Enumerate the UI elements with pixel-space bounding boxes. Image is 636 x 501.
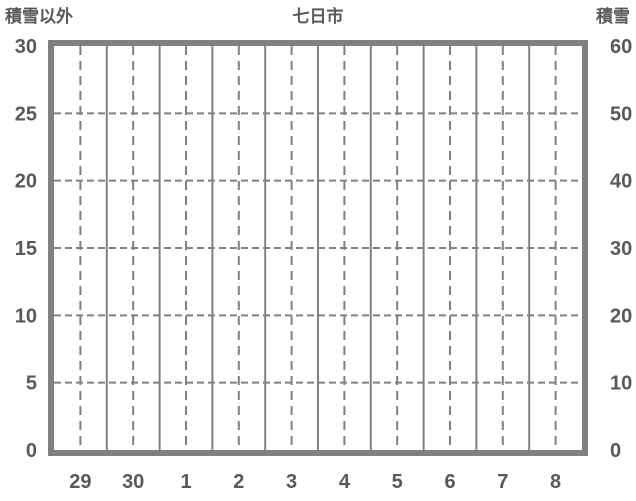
x-axis-tick-label: 1 (180, 471, 191, 493)
x-axis-tick-label: 6 (444, 471, 455, 493)
right-axis-tick-label: 20 (610, 305, 632, 327)
chart-title: 七日市 (293, 6, 344, 26)
left-axis-tick-label: 15 (15, 238, 37, 260)
x-axis-tick-label: 30 (122, 471, 144, 493)
left-axis-tick-label: 25 (15, 103, 37, 125)
right-axis-tick-label: 40 (610, 171, 632, 193)
x-axis-tick-label: 8 (550, 471, 561, 493)
left-axis-tick-label: 20 (15, 171, 37, 193)
right-axis-tick-label: 10 (610, 373, 632, 395)
right-axis-tick-label: 60 (610, 36, 632, 58)
left-axis-title: 積雪以外 (5, 6, 73, 26)
x-axis-tick-label: 7 (497, 471, 508, 493)
x-axis-tick-label: 2 (233, 471, 244, 493)
plot-border (48, 40, 588, 456)
right-axis-title: 積雪 (596, 6, 630, 26)
left-axis-tick-label: 0 (26, 440, 37, 462)
left-axis-tick-label: 5 (26, 373, 37, 395)
right-axis-tick-labels: 60 50 40 30 20 10 0 (610, 36, 632, 462)
left-axis-tick-label: 10 (15, 305, 37, 327)
x-axis-tick-label: 3 (286, 471, 297, 493)
x-axis-tick-label: 29 (69, 471, 91, 493)
grid-lines (54, 46, 582, 450)
x-axis-tick-label: 4 (339, 471, 351, 493)
x-axis-tick-label: 5 (392, 471, 403, 493)
left-axis-tick-labels: 30 25 20 15 10 5 0 (15, 36, 37, 462)
left-axis-tick-label: 30 (15, 36, 37, 58)
right-axis-tick-label: 0 (610, 440, 621, 462)
right-axis-tick-label: 50 (610, 103, 632, 125)
x-axis-tick-labels: 29 30 1 2 3 4 5 6 7 8 (69, 471, 561, 493)
right-axis-tick-label: 30 (610, 238, 632, 260)
